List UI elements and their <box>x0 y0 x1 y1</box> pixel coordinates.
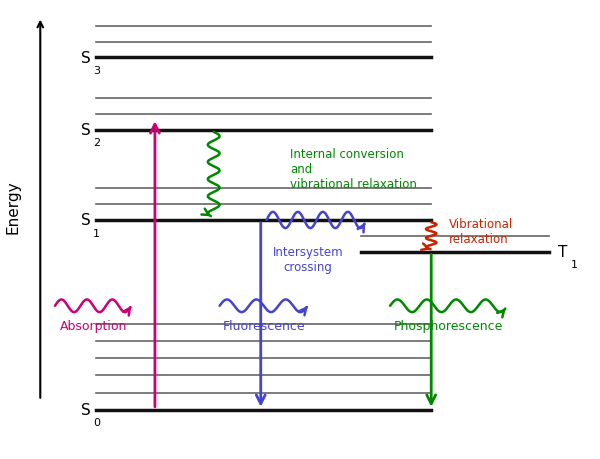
Text: Fluorescence: Fluorescence <box>223 319 305 333</box>
Text: 1: 1 <box>93 228 100 238</box>
Text: 2: 2 <box>93 138 100 148</box>
Text: T: T <box>557 245 567 259</box>
Text: Internal conversion
and
vibrational relaxation: Internal conversion and vibrational rela… <box>290 147 417 190</box>
Text: Phosphorescence: Phosphorescence <box>394 319 503 333</box>
Text: Intersystem
crossing: Intersystem crossing <box>272 245 343 273</box>
Text: S: S <box>80 213 90 228</box>
Text: S: S <box>80 123 90 138</box>
Text: Energy: Energy <box>5 180 20 234</box>
Text: Vibrational
relaxation: Vibrational relaxation <box>449 218 513 246</box>
Text: S: S <box>80 51 90 66</box>
Text: 1: 1 <box>571 260 578 269</box>
Text: 3: 3 <box>93 66 100 76</box>
Text: 0: 0 <box>93 417 100 427</box>
Text: S: S <box>80 402 90 417</box>
Text: Absorption: Absorption <box>59 319 127 333</box>
